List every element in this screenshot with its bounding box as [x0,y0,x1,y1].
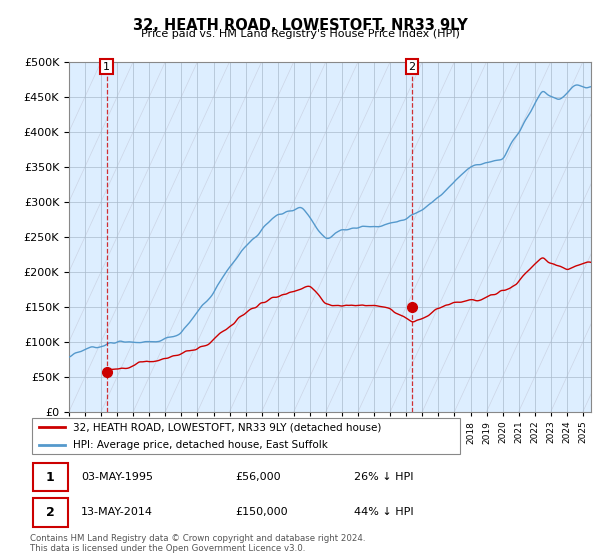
FancyBboxPatch shape [33,498,68,526]
Text: 03-MAY-1995: 03-MAY-1995 [82,472,154,482]
Text: £56,000: £56,000 [235,472,281,482]
Text: 32, HEATH ROAD, LOWESTOFT, NR33 9LY (detached house): 32, HEATH ROAD, LOWESTOFT, NR33 9LY (det… [73,422,382,432]
Text: 26% ↓ HPI: 26% ↓ HPI [354,472,413,482]
Text: £150,000: £150,000 [235,507,288,517]
Text: 1: 1 [103,62,110,72]
Text: HPI: Average price, detached house, East Suffolk: HPI: Average price, detached house, East… [73,440,328,450]
Text: 44% ↓ HPI: 44% ↓ HPI [354,507,413,517]
Text: 2: 2 [409,62,416,72]
FancyBboxPatch shape [32,418,460,454]
Text: 2: 2 [46,506,55,519]
FancyBboxPatch shape [33,463,68,491]
Text: Contains HM Land Registry data © Crown copyright and database right 2024.
This d: Contains HM Land Registry data © Crown c… [30,534,365,553]
Text: Price paid vs. HM Land Registry's House Price Index (HPI): Price paid vs. HM Land Registry's House … [140,29,460,39]
Text: 32, HEATH ROAD, LOWESTOFT, NR33 9LY: 32, HEATH ROAD, LOWESTOFT, NR33 9LY [133,18,467,33]
Text: 13-MAY-2014: 13-MAY-2014 [82,507,154,517]
Text: 1: 1 [46,470,55,484]
